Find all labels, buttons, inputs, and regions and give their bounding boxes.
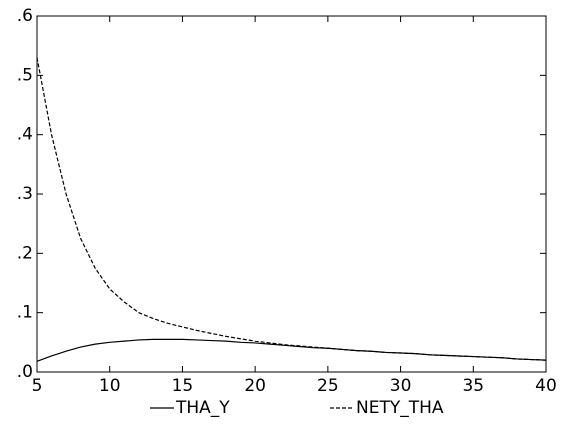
y-tick-label: .2 [17,243,33,263]
x-tick-label: 5 [32,376,43,396]
y-tick-label: .6 [17,6,33,26]
y-tick-label: .1 [17,303,33,323]
series-line [36,57,547,361]
x-tick-label: 30 [390,376,412,396]
legend-label: THA_Y [175,398,230,418]
y-tick-label: .5 [17,65,33,85]
x-tick-label: 20 [244,376,266,396]
y-tick-label: .4 [17,125,33,145]
x-tick-label: 25 [317,376,339,396]
legend-label: NETY_THA [356,398,444,418]
series-line [36,338,547,362]
x-tick-label: 35 [462,376,484,396]
x-tick-label: 10 [99,376,121,396]
y-tick-label: .0 [17,362,33,382]
plot-frame [36,15,547,373]
x-tick-label: 15 [172,376,194,396]
y-tick-label: .3 [17,184,33,204]
x-tick-label: 40 [535,376,557,396]
